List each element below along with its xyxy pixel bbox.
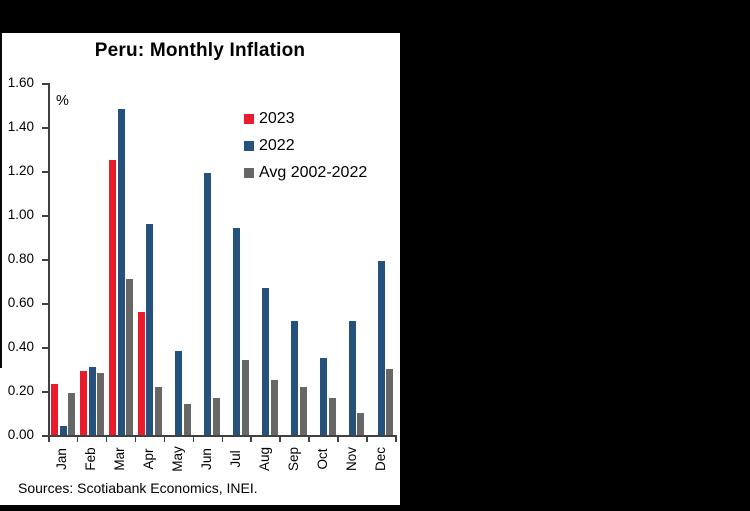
legend-item-2023: 2023 [244, 111, 367, 127]
chart-title: Peru: Monthly Inflation [94, 40, 306, 61]
x-tick-10 [337, 435, 339, 442]
bar-2022-sep [291, 320, 299, 435]
x-tick-label-apr: Apr [141, 448, 157, 470]
x-tick-8 [279, 435, 281, 442]
y-tick-1-40 [42, 127, 48, 129]
y-tick-0-60 [42, 303, 48, 305]
chart-panel: Peru: Monthly Inflation % 2023 2022 Avg 20… [0, 33, 400, 505]
bar-avg-2002-2022-mar [126, 278, 134, 435]
bar-2022-dec [377, 261, 385, 435]
x-tick-9 [308, 435, 310, 442]
y-tick-label-0-40: 0.40 [7, 339, 34, 354]
bar-avg-2002-2022-jul [241, 360, 249, 435]
x-tick-label-dec: Dec [372, 447, 388, 472]
x-tick-11 [366, 435, 368, 442]
x-tick-label-nov: Nov [343, 447, 359, 472]
bar-2022-apr [146, 223, 154, 435]
y-tick-1-00 [42, 215, 48, 217]
bar-2023-feb [80, 371, 88, 435]
right-black-panel [400, 0, 750, 511]
legend: 2023 2022 Avg 2002-2022 [244, 111, 367, 181]
x-tick-label-jan: Jan [54, 448, 70, 470]
bar-avg-2002-2022-feb [97, 373, 105, 435]
x-tick-7 [250, 435, 252, 442]
panel-left-border [0, 33, 2, 368]
bottom-black-bar [0, 505, 750, 511]
bar-2023-apr [137, 311, 145, 435]
x-tick-label-may: May [170, 446, 186, 472]
bar-2023-mar [108, 160, 116, 435]
bar-avg-2002-2022-aug [270, 380, 278, 435]
x-tick-label-feb: Feb [83, 447, 99, 471]
x-tick-1 [76, 435, 79, 442]
y-tick-label-1-20: 1.20 [7, 163, 34, 178]
y-tick-1-60 [42, 83, 48, 85]
bar-2022-aug [262, 287, 270, 435]
y-tick-1-20 [42, 171, 48, 173]
bar-avg-2002-2022-may [183, 404, 191, 435]
bar-2022-mar [117, 109, 125, 435]
legend-swatch-icon [244, 114, 254, 124]
plot-area: 0.00 0.20 0.40 0.60 0.80 1.00 1.20 1.40 1.60 Jan F… [0, 33, 400, 505]
bar-2022-oct [319, 358, 327, 435]
bar-2022-jun [204, 173, 212, 435]
bar-2022-nov [348, 320, 356, 435]
x-tick-3 [134, 435, 137, 442]
bar-2022-feb [88, 366, 96, 435]
x-tick-12 [395, 435, 397, 442]
y-tick-label-1-00: 1.00 [7, 207, 34, 222]
bar-2023-jan [51, 384, 59, 435]
legend-label: Avg 2002-2022 [259, 164, 368, 181]
y-tick-0-40 [42, 347, 48, 349]
bar-avg-2002-2022-nov [357, 413, 365, 435]
x-tick-label-jul: Jul [227, 450, 243, 468]
x-tick-2 [105, 435, 108, 442]
y-tick-0-00 [42, 435, 48, 437]
y-tick-label-0-00: 0.00 [7, 427, 34, 442]
bar-2022-jan [59, 426, 67, 435]
x-tick-5 [192, 435, 195, 442]
legend-swatch-icon [244, 168, 254, 178]
x-tick-label-oct: Oct [314, 448, 330, 470]
y-tick-label-0-80: 0.80 [7, 251, 34, 266]
legend-item-2022: 2022 [244, 138, 367, 154]
x-tick-label-jun: Jun [199, 448, 215, 470]
legend-label: 2023 [259, 110, 295, 127]
bar-2022-may [175, 351, 183, 435]
y-tick-label-1-40: 1.40 [7, 119, 34, 134]
y-tick-0-20 [42, 391, 48, 393]
legend-swatch-icon [244, 141, 254, 151]
x-tick-4 [163, 435, 166, 442]
source-note: Sources: Scotiabank Economics, INEI. [18, 480, 258, 496]
x-tick-6 [221, 435, 223, 442]
y-tick-label-1-60: 1.60 [7, 75, 34, 90]
y-axis-line [48, 83, 50, 437]
x-tick-label-mar: Mar [112, 447, 128, 471]
bar-avg-2002-2022-oct [328, 397, 336, 435]
bar-avg-2002-2022-jun [212, 397, 220, 435]
bar-avg-2002-2022-jan [68, 393, 76, 435]
bar-avg-2002-2022-dec [386, 369, 394, 435]
legend-label: 2022 [259, 137, 295, 154]
bar-avg-2002-2022-sep [299, 386, 307, 435]
x-tick-label-aug: Aug [256, 446, 272, 472]
y-tick-0-80 [42, 259, 48, 261]
x-tick-label-sep: Sep [285, 446, 301, 472]
bar-2022-jul [233, 228, 241, 435]
y-axis-unit-label: % [56, 93, 69, 109]
x-tick-0 [48, 435, 50, 442]
bar-avg-2002-2022-apr [155, 386, 163, 435]
y-tick-label-0-60: 0.60 [7, 295, 34, 310]
legend-item-avg-2002-2022: Avg 2002-2022 [244, 165, 367, 181]
y-tick-label-0-20: 0.20 [7, 383, 34, 398]
